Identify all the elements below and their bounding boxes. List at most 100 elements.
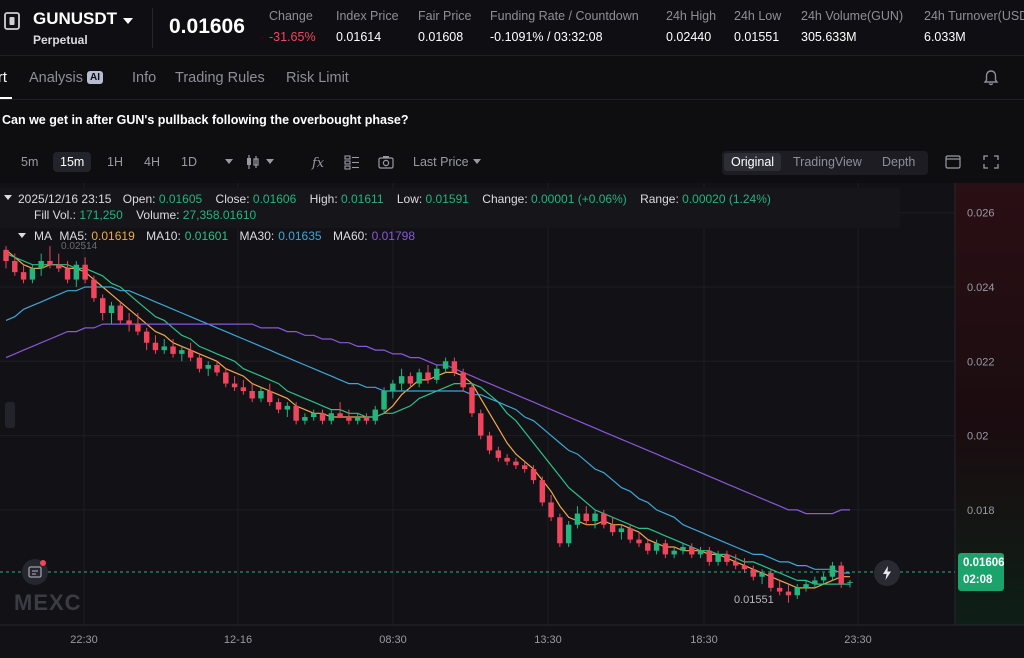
stat-label: 24h Low	[734, 9, 782, 23]
time-axis: 22:30 12-16 08:30 13:30 18:30 23:30	[70, 634, 872, 646]
y-tick-label: 0.02	[967, 431, 988, 443]
stat-label: 24h Volume(GUN)	[801, 9, 904, 23]
interval-4h[interactable]: 4H	[144, 155, 160, 169]
candle	[776, 580, 783, 596]
candle-body	[504, 457, 510, 462]
stat-label[interactable]: Funding Rate / Countdown	[490, 9, 639, 23]
y-tick-label: 0.018	[967, 505, 995, 517]
ma-legend: MA MA5: 0.01619 MA10: 0.01601 MA30: 0.01635…	[34, 229, 415, 243]
active-tab-indicator	[0, 97, 12, 99]
low-label: Low:	[396, 192, 423, 206]
tab-trading-rules[interactable]: Trading Rules	[175, 70, 265, 86]
candle-body	[820, 576, 827, 581]
price-axis-background	[955, 183, 1024, 625]
candlestick-chart[interactable]: 0.026 0.024 0.022 0.02 0.018 22:30 12-16 08:30…	[0, 183, 1024, 658]
candle	[214, 361, 220, 377]
price-type-label: Last Price	[413, 155, 469, 169]
ma-collapse-icon[interactable]	[18, 233, 26, 238]
stat-label[interactable]: Fair Price	[418, 9, 472, 23]
candle-body	[302, 417, 308, 421]
candle-body	[768, 573, 774, 588]
candle	[460, 368, 466, 391]
contract-type: Perpetual	[33, 33, 88, 47]
stat-funding-rate: Funding Rate / Countdown -0.1091% / 03:3…	[490, 9, 639, 44]
ma-title[interactable]: MA	[34, 229, 52, 243]
candle	[768, 569, 774, 592]
candle-body	[319, 413, 326, 421]
candle-type-icon[interactable]	[244, 154, 262, 170]
svg-text:fx: fx	[311, 156, 325, 170]
candle-body	[284, 405, 291, 410]
quick-trade-button[interactable]	[874, 560, 900, 586]
candle-type-dropdown-icon[interactable]	[266, 159, 274, 164]
candle-body	[750, 569, 757, 577]
analysis-headline[interactable]: Can we get in after GUN's pullback follo…	[2, 113, 409, 127]
view-original[interactable]: Original	[724, 153, 782, 171]
more-intervals-icon[interactable]	[225, 159, 233, 164]
ohlc-row-1: 2025/12/16 23:15 Open: 0.01605 Close: 0.…	[18, 192, 781, 206]
candle-body	[478, 413, 484, 436]
high-marker-label: 0.02514	[61, 241, 98, 252]
candle-body	[486, 435, 493, 451]
candle-body	[64, 268, 71, 280]
candle-body	[398, 376, 405, 384]
tab-info[interactable]: Info	[132, 70, 157, 86]
candle	[117, 301, 124, 325]
window-icon[interactable]	[944, 154, 962, 170]
candle-body	[583, 513, 589, 521]
interval-1h[interactable]: 1H	[107, 155, 123, 169]
view-depth[interactable]: Depth	[882, 155, 916, 169]
view-tradingview[interactable]: TradingView	[793, 155, 862, 169]
x-tick-label: 13:30	[534, 634, 562, 646]
tab-risk-limit[interactable]: Risk Limit	[286, 70, 349, 86]
stat-fair-price: Fair Price 0.01608	[418, 9, 471, 44]
tab-analysis[interactable]: Analysis AI	[29, 70, 103, 86]
interval-15m[interactable]: 15m	[53, 152, 92, 172]
y-tick-label: 0.024	[967, 282, 995, 294]
candle	[785, 584, 792, 603]
ma-line-ma30	[5, 286, 850, 574]
candle	[794, 584, 800, 599]
lightning-icon	[883, 566, 891, 580]
fullscreen-icon[interactable]	[982, 154, 1000, 170]
ma60-value: 0.01798	[371, 229, 416, 243]
candle	[99, 294, 106, 321]
stat-value: 0.01551	[734, 30, 780, 44]
camera-icon[interactable]	[377, 154, 395, 170]
candle-body	[249, 391, 255, 399]
candle	[3, 246, 9, 269]
sidebar-toggle-handle[interactable]	[5, 402, 15, 428]
tab-chart[interactable]: rt	[0, 70, 7, 86]
candle	[697, 547, 704, 559]
candle-body	[170, 346, 176, 354]
candle	[196, 353, 203, 373]
interval-5m[interactable]: 5m	[21, 155, 39, 169]
candle-body	[601, 513, 607, 525]
candle	[592, 509, 598, 529]
bell-icon[interactable]	[982, 69, 1000, 87]
candle-body	[592, 513, 598, 521]
candle	[557, 513, 563, 547]
candle-body	[381, 391, 387, 410]
candle	[750, 565, 757, 581]
candle-body	[636, 539, 642, 544]
ohlc-collapse-icon[interactable]	[4, 195, 12, 200]
symbol-dropdown-icon[interactable]	[123, 18, 133, 24]
alarm-clock-button[interactable]	[22, 559, 48, 585]
price-type-select[interactable]: Last Price	[413, 155, 481, 169]
candle	[47, 246, 53, 269]
candle-body	[126, 320, 132, 325]
candle	[354, 413, 361, 425]
ohlc-datetime: 2025/12/16 23:15	[18, 192, 112, 206]
indicators-icon[interactable]: fx	[311, 154, 329, 170]
candle	[820, 573, 827, 585]
candle-body	[548, 502, 554, 518]
candle	[179, 346, 185, 362]
stat-label[interactable]: Index Price	[336, 9, 399, 23]
layout-icon[interactable]	[343, 154, 361, 170]
volume-value: 27,358.01610	[182, 208, 257, 222]
symbol-name[interactable]: GUNUSDT	[33, 9, 118, 28]
interval-1d[interactable]: 1D	[181, 155, 197, 169]
stat-value: 0.02440	[666, 30, 712, 44]
candle	[73, 261, 80, 287]
